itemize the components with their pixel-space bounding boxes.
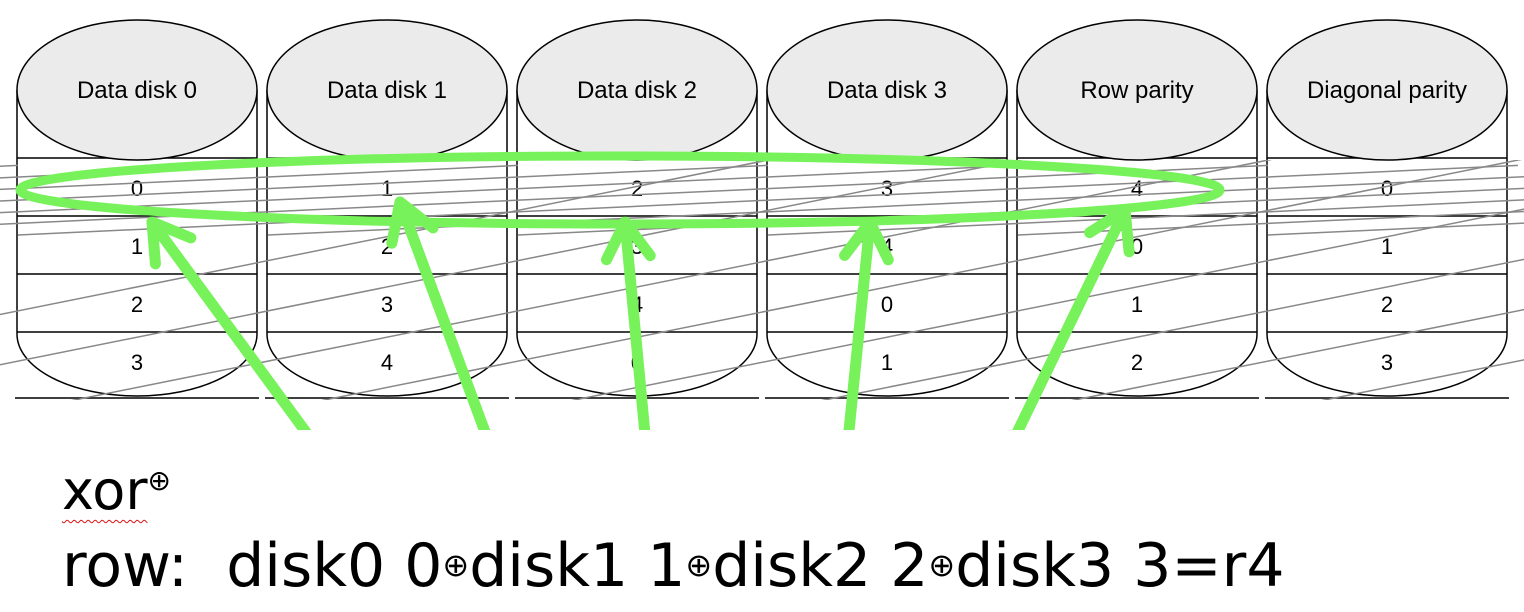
diagonal-stripe [1017, 210, 1524, 236]
diagonal-stripe [0, 164, 519, 191]
diagonal-stripe [0, 164, 1019, 214]
cell-value: 1 [1381, 234, 1393, 259]
green-annotations [15, 151, 1225, 430]
diagonal-stripe [320, 160, 1523, 400]
diagonal-stripe [17, 164, 1519, 236]
diagonal-stripe [1070, 308, 1524, 400]
xor-operator: ⊕ [928, 546, 956, 585]
green-arrowhead [146, 216, 197, 270]
disk-label: Data disk 0 [77, 77, 197, 104]
diagonal-stripe [1267, 222, 1524, 236]
disk-label: Data disk 3 [827, 77, 947, 104]
green-arrow [394, 196, 491, 430]
cell-value: 0 [1381, 176, 1393, 201]
cell-value: 0 [881, 292, 893, 317]
xor-word: xor [62, 459, 148, 522]
green-arrow [1012, 204, 1131, 430]
cell-value: 1 [881, 350, 893, 375]
diagonal-stripe [0, 164, 1269, 225]
green-arrow [146, 216, 312, 430]
cell-value: 2 [131, 292, 143, 317]
xor-operator: ⊕ [442, 546, 470, 585]
cell-value: 3 [881, 176, 893, 201]
cell-value: 2 [631, 176, 643, 201]
cell-value: 1 [131, 234, 143, 259]
diagonal-stripe [767, 199, 1524, 236]
cell-value: 1 [1131, 292, 1143, 317]
disk-5: Diagonal parity 0 1 2 3 [1266, 19, 1508, 397]
green-arrowhead [1084, 204, 1135, 258]
disk-cap [1016, 19, 1258, 161]
diagonal-stripe [820, 258, 1524, 400]
cell-value: 0 [131, 176, 143, 201]
disk-label: Row parity [1080, 77, 1193, 104]
disk-cap [1266, 19, 1508, 161]
cell-value: 3 [1381, 350, 1393, 375]
xor-symbol: ⊕ [147, 464, 172, 497]
xor-caption: xor⊕ [62, 446, 171, 526]
cell-value: 4 [381, 350, 393, 375]
diagonal-stripe [0, 160, 773, 316]
green-arrow [843, 216, 876, 430]
disk-label: Data disk 1 [327, 77, 447, 104]
cell-value: 2 [1131, 350, 1143, 375]
diagonal-stripe [1320, 359, 1524, 400]
diagonal-stripe [0, 164, 769, 202]
cell-value: 3 [131, 350, 143, 375]
disk-label: Diagonal parity [1307, 77, 1467, 104]
row-term: disk3 3=r4 [955, 531, 1285, 601]
disk-cap [16, 19, 258, 161]
row-term: disk1 1 [469, 531, 686, 601]
cell-value: 2 [1381, 292, 1393, 317]
raid-dp-diagram: Data disk 0 0 1 2 3 Data disk 1 1 2 3 4 Data disk … [0, 19, 1524, 430]
cell-value: 3 [381, 292, 393, 317]
row-term: disk0 0 [226, 531, 443, 601]
diagonal-stripe [570, 208, 1524, 400]
diagonal-stripe [0, 164, 269, 179]
disk-label: Data disk 2 [577, 77, 697, 104]
cell-value: 1 [381, 176, 393, 201]
cell-value: 4 [1131, 176, 1143, 201]
row-term: disk2 2 [712, 531, 929, 601]
green-arrowhead [386, 196, 439, 249]
green-arrowhead [839, 216, 894, 266]
row-equation: row: disk0 0⊕disk1 1⊕disk2 2⊕disk3 3=r4 [62, 528, 1285, 607]
green-arrowhead [601, 216, 656, 266]
green-arrow [619, 216, 651, 430]
row-label: row: [62, 531, 227, 601]
xor-operator: ⊕ [685, 546, 713, 585]
